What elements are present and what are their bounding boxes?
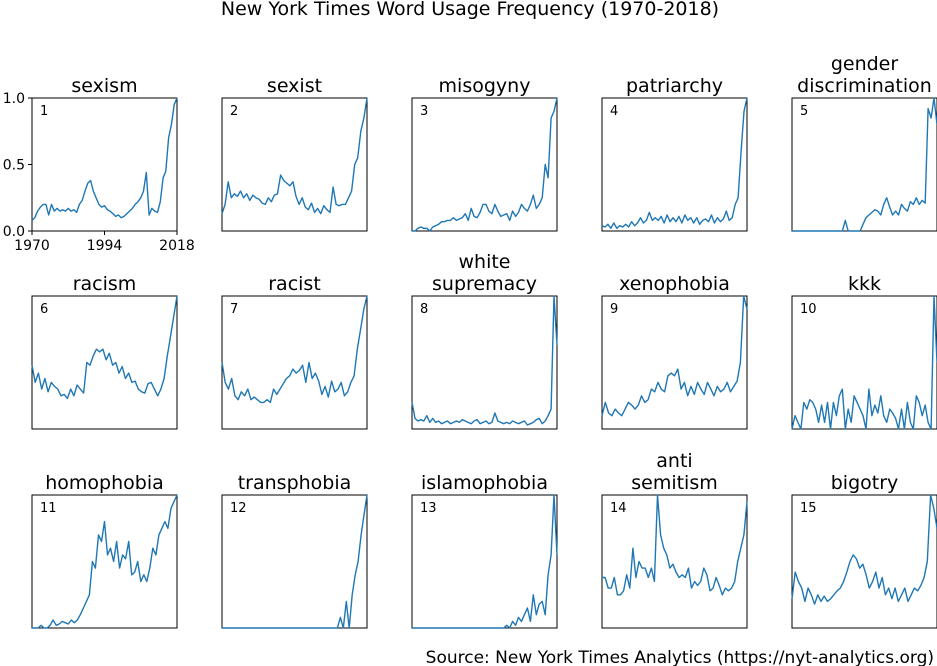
series-line <box>411 295 558 426</box>
panel-frame <box>601 295 748 430</box>
x-tick-label: 1994 <box>87 238 123 254</box>
series-line <box>601 97 748 230</box>
panel-8: 8 white supremacy <box>411 251 558 430</box>
panel-13: 13 islamophobia <box>411 472 558 629</box>
panel-number: 12 <box>230 501 247 516</box>
panel-title: anti semitism <box>631 450 718 494</box>
panel-title: patriarchy <box>626 75 723 97</box>
panel-title: sexist <box>267 75 322 97</box>
chart-title: New York Times Word Usage Frequency (197… <box>221 0 719 20</box>
panel-title: white supremacy <box>432 251 537 295</box>
panel-frame <box>411 97 558 232</box>
x-axis: 1970 1994 2018 <box>14 231 195 254</box>
panel-number: 11 <box>40 501 57 516</box>
panel-10: 10 kkk <box>791 273 937 430</box>
panel-12: 12 transphobia <box>221 472 368 629</box>
panel-2: 2 sexist <box>221 75 368 232</box>
panel-frame <box>411 295 558 430</box>
panel-number: 5 <box>800 104 808 119</box>
panel-number: 4 <box>610 104 618 119</box>
source-note: Source: New York Times Analytics (https:… <box>426 648 934 666</box>
series-line <box>791 494 937 605</box>
panel-5: 5 gender discrimination <box>791 53 937 232</box>
x-tick-label: 1970 <box>14 238 50 254</box>
series-line <box>32 494 178 629</box>
series-line <box>31 97 178 221</box>
panel-title: misogyny <box>439 75 531 97</box>
panel-number: 14 <box>610 501 627 516</box>
panel-frame <box>791 494 937 629</box>
y-axis: 0.0 0.5 1.0 <box>3 91 32 240</box>
panel-number: 13 <box>420 501 437 516</box>
panel-title: racism <box>73 273 137 295</box>
panel-frame <box>601 494 748 629</box>
y-tick-label: 0.0 <box>3 224 25 240</box>
panel-6: 6 racism <box>31 273 178 430</box>
panel-title: kkk <box>848 273 881 295</box>
panel-3: 3 misogyny <box>411 75 558 232</box>
series-line <box>221 97 368 215</box>
panel-title: gender discrimination <box>797 53 932 97</box>
panel-title: transphobia <box>238 472 352 494</box>
panel-title: islamophobia <box>421 472 548 494</box>
panel-frame <box>31 494 178 629</box>
series-line <box>601 295 748 417</box>
panel-title: homophobia <box>45 472 164 494</box>
panels: 1 sexism 0.0 0.5 1.0 1970 1994 2018 2 sexist 3 miso… <box>3 53 937 629</box>
panel-number: 8 <box>420 302 428 317</box>
panel-frame <box>221 295 368 430</box>
panel-number: 6 <box>40 302 48 317</box>
panel-number: 10 <box>800 302 817 317</box>
y-tick-label: 1.0 <box>3 91 25 107</box>
y-tick-label: 0.5 <box>3 158 25 174</box>
panel-1: 1 sexism 0.0 0.5 1.0 1970 1994 2018 <box>3 75 195 254</box>
panel-number: 15 <box>800 501 817 516</box>
panel-frame <box>791 97 937 232</box>
series-line <box>222 494 368 629</box>
panel-7: 7 racist <box>221 273 368 430</box>
series-line <box>792 97 937 232</box>
panel-title: racist <box>268 273 321 295</box>
series-line <box>412 97 558 232</box>
series-line <box>412 494 558 629</box>
panel-title: xenophobia <box>619 273 730 295</box>
x-tick-label: 2018 <box>159 238 195 254</box>
panel-number: 1 <box>40 104 48 119</box>
panel-14: 14 anti semitism <box>601 450 748 629</box>
series-line <box>602 494 748 596</box>
panel-4: 4 patriarchy <box>601 75 748 232</box>
panel-15: 15 bigotry <box>791 472 937 629</box>
panel-number: 7 <box>230 302 238 317</box>
panel-frame <box>791 295 937 430</box>
panel-frame <box>31 295 178 430</box>
panel-number: 9 <box>610 302 618 317</box>
panel-frame <box>601 97 748 232</box>
panel-number: 3 <box>420 104 428 119</box>
series-line <box>31 295 178 400</box>
panel-11: 11 homophobia <box>31 472 178 629</box>
panel-number: 2 <box>230 104 238 119</box>
panel-frame <box>221 97 368 232</box>
series-line <box>791 295 937 430</box>
series-line <box>221 295 368 404</box>
panel-title: bigotry <box>831 472 899 494</box>
panel-title: sexism <box>71 75 137 97</box>
